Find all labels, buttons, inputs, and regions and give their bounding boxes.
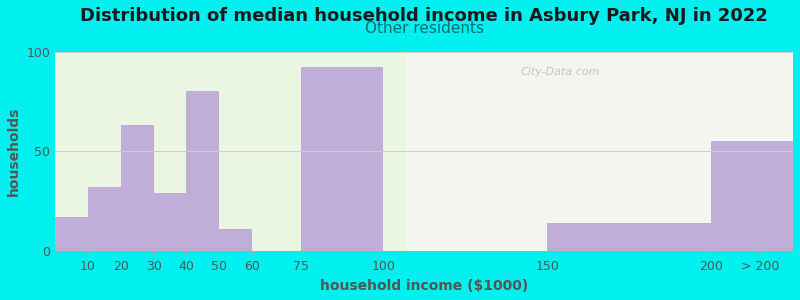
Bar <box>186 92 219 251</box>
Bar <box>406 52 793 251</box>
Text: City-Data.com: City-Data.com <box>520 68 599 77</box>
Bar <box>55 218 88 251</box>
Y-axis label: households: households <box>7 107 21 196</box>
X-axis label: household income ($1000): household income ($1000) <box>320 279 528 293</box>
Bar <box>121 125 154 251</box>
Bar <box>219 230 252 251</box>
Bar <box>301 68 383 251</box>
Bar <box>711 142 793 251</box>
Bar <box>88 188 121 251</box>
Bar <box>55 52 406 251</box>
Bar <box>547 224 711 251</box>
Title: Distribution of median household income in Asbury Park, NJ in 2022: Distribution of median household income … <box>80 7 768 25</box>
Bar <box>154 194 186 251</box>
Text: Other residents: Other residents <box>365 20 484 35</box>
